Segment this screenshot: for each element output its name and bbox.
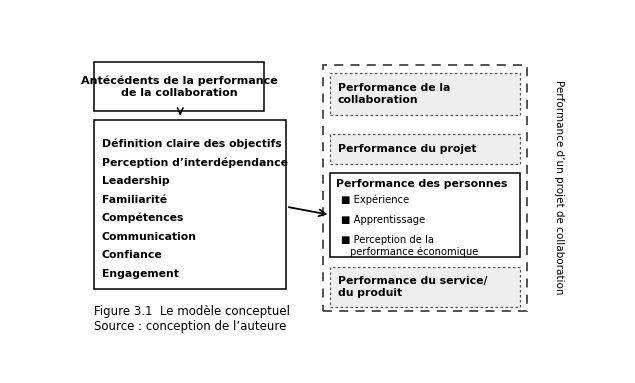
- Text: Perception d’interdépendance: Perception d’interdépendance: [102, 157, 288, 168]
- Text: Figure 3.1  Le modèle conceptuel: Figure 3.1 Le modèle conceptuel: [94, 305, 290, 318]
- FancyBboxPatch shape: [94, 62, 264, 111]
- FancyBboxPatch shape: [323, 65, 527, 311]
- Text: Performance du service/
du produit: Performance du service/ du produit: [338, 276, 487, 298]
- Text: Leadership: Leadership: [102, 176, 169, 186]
- Text: Performance de la
collaboration: Performance de la collaboration: [338, 83, 450, 105]
- Text: ■ Apprentissage: ■ Apprentissage: [341, 215, 425, 225]
- FancyBboxPatch shape: [330, 267, 520, 307]
- Text: Performance des personnes: Performance des personnes: [337, 179, 507, 189]
- Text: Performance d’un projet de collaboration: Performance d’un projet de collaboration: [554, 80, 564, 295]
- Text: Engagement: Engagement: [102, 269, 178, 279]
- Text: ■ Perception de la: ■ Perception de la: [341, 235, 434, 245]
- Text: Performance du projet: Performance du projet: [338, 144, 476, 154]
- Text: Communication: Communication: [102, 232, 196, 242]
- FancyBboxPatch shape: [94, 119, 286, 289]
- Text: Familiarité: Familiarité: [102, 195, 166, 205]
- Text: Antécédents de la performance
de la collaboration: Antécédents de la performance de la coll…: [81, 75, 277, 98]
- FancyBboxPatch shape: [330, 134, 520, 164]
- Text: Compétences: Compétences: [102, 213, 184, 223]
- FancyBboxPatch shape: [330, 173, 520, 257]
- FancyBboxPatch shape: [330, 72, 520, 115]
- Text: performance économique: performance économique: [350, 246, 478, 257]
- Text: Source : conception de l’auteure: Source : conception de l’auteure: [94, 320, 286, 332]
- Text: Confiance: Confiance: [102, 250, 163, 260]
- Text: Définition claire des objectifs: Définition claire des objectifs: [102, 139, 281, 149]
- Text: ■ Expérience: ■ Expérience: [341, 195, 410, 205]
